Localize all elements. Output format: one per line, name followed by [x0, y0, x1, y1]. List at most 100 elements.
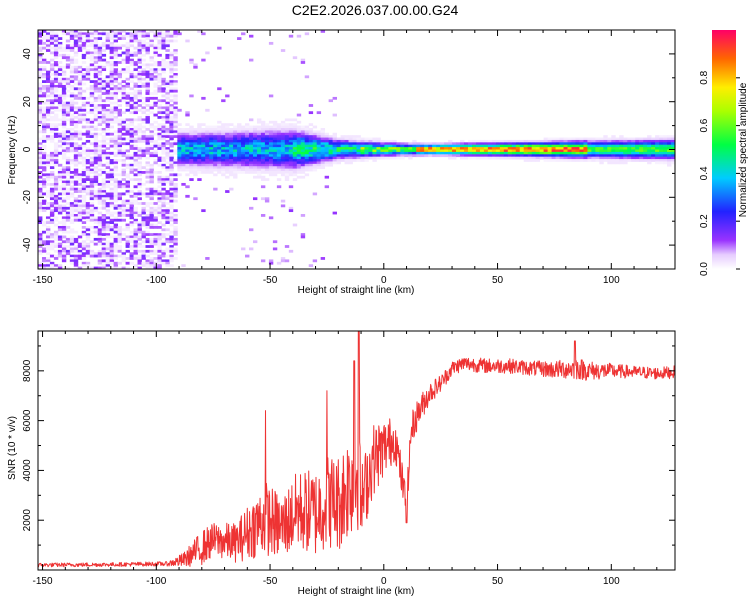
heatmap-cell	[89, 211, 95, 215]
heatmap-cell	[324, 163, 330, 167]
heatmap-cell	[149, 245, 154, 248]
heatmap-cell	[125, 70, 130, 74]
heatmap-cell	[217, 171, 222, 174]
heatmap-cell	[332, 154, 337, 158]
heatmap-cell	[109, 106, 115, 110]
heatmap-cell	[372, 139, 377, 143]
heatmap-cell	[292, 171, 298, 174]
heatmap-cell	[53, 127, 59, 131]
heatmap-cell	[209, 168, 214, 172]
heatmap-cell	[161, 44, 166, 48]
heatmap-cell	[368, 142, 373, 146]
x-tick-label: 50	[492, 275, 504, 286]
heatmap-cell	[249, 156, 254, 160]
heatmap-cell	[165, 127, 170, 131]
heatmap-cell	[169, 216, 174, 220]
heatmap-cell	[149, 187, 154, 191]
heatmap-cell	[153, 113, 158, 117]
heatmap-cell	[185, 130, 190, 134]
heatmap-cell	[105, 166, 111, 170]
heatmap-cell	[149, 249, 154, 253]
heatmap-cell	[245, 147, 250, 150]
heatmap-cell	[256, 139, 262, 143]
heatmap-cell	[157, 209, 162, 213]
heatmap-cell	[205, 156, 210, 160]
heatmap-cell	[153, 192, 158, 196]
heatmap-cell	[659, 159, 664, 162]
heatmap-cell	[97, 118, 103, 122]
heatmap-cell	[284, 156, 290, 160]
heatmap-cell	[93, 216, 99, 220]
heatmap-cell	[635, 149, 640, 153]
heatmap-cell	[157, 32, 162, 36]
heatmap-cell	[117, 214, 123, 217]
heatmap-cell	[105, 228, 111, 232]
heatmap-cell	[41, 125, 47, 129]
heatmap-cell	[312, 132, 318, 136]
heatmap-cell	[567, 144, 572, 148]
heatmap-cell	[113, 235, 119, 239]
heatmap-cell	[105, 175, 111, 179]
heatmap-cell	[69, 180, 75, 184]
heatmap-cell	[336, 137, 341, 141]
heatmap-cell	[38, 182, 43, 186]
heatmap-cell	[221, 130, 226, 134]
heatmap-cell	[73, 168, 79, 172]
heatmap-cell	[392, 156, 397, 160]
heatmap-cell	[125, 142, 130, 146]
heatmap-cell	[631, 149, 636, 153]
heatmap-cell	[169, 61, 174, 64]
heatmap-cell	[57, 123, 63, 126]
heatmap-cell	[264, 163, 270, 167]
heatmap-cell	[575, 137, 580, 141]
heatmap-cell	[85, 130, 91, 134]
heatmap-cell	[41, 159, 47, 162]
heatmap-cell	[392, 147, 397, 150]
heatmap-cell	[38, 113, 43, 117]
heatmap-cell	[539, 156, 545, 160]
heatmap-cell	[308, 151, 314, 155]
heatmap-cell	[444, 154, 449, 158]
heatmap-cell	[81, 101, 87, 105]
heatmap-cell	[145, 237, 150, 241]
heatmap-cell	[105, 120, 111, 124]
heatmap-cell	[543, 151, 548, 155]
heatmap-cell	[356, 151, 361, 155]
heatmap-cell	[559, 147, 564, 150]
heatmap-cell	[121, 137, 126, 141]
heatmap-cell	[89, 39, 95, 43]
heatmap-cell	[264, 149, 270, 153]
heatmap-cell	[57, 266, 63, 269]
heatmap-cell	[65, 197, 71, 201]
heatmap-cell	[376, 151, 381, 155]
heatmap-cell	[233, 163, 238, 167]
heatmap-cell	[559, 142, 564, 146]
heatmap-cell	[69, 32, 75, 36]
heatmap-cell	[201, 139, 206, 143]
heatmap-cell	[587, 139, 592, 143]
heatmap-cell	[73, 130, 79, 134]
heatmap-cell	[105, 266, 111, 269]
heatmap-cell	[77, 254, 83, 258]
heatmap-cell	[268, 216, 274, 220]
heatmap-cell	[256, 132, 262, 136]
heatmap-cell	[38, 61, 43, 64]
heatmap-cell	[169, 237, 174, 241]
heatmap-cell	[352, 142, 357, 146]
heatmap-cell	[81, 44, 87, 48]
heatmap-cell	[57, 137, 63, 141]
heatmap-cell	[173, 73, 178, 76]
heatmap-cell	[65, 187, 71, 191]
heatmap-cell	[165, 82, 170, 86]
heatmap-cell	[372, 154, 377, 158]
heatmap-cell	[249, 151, 254, 155]
heatmap-cell	[149, 252, 154, 256]
heatmap-cell	[165, 30, 170, 33]
colorbar-tick-label: 0.8	[699, 70, 710, 84]
heatmap-cell	[161, 68, 166, 72]
heatmap-cell	[141, 132, 146, 136]
heatmap-cell	[428, 154, 433, 158]
heatmap-cell	[408, 156, 413, 160]
heatmap-cell	[61, 185, 67, 189]
heatmap-cell	[101, 104, 107, 107]
